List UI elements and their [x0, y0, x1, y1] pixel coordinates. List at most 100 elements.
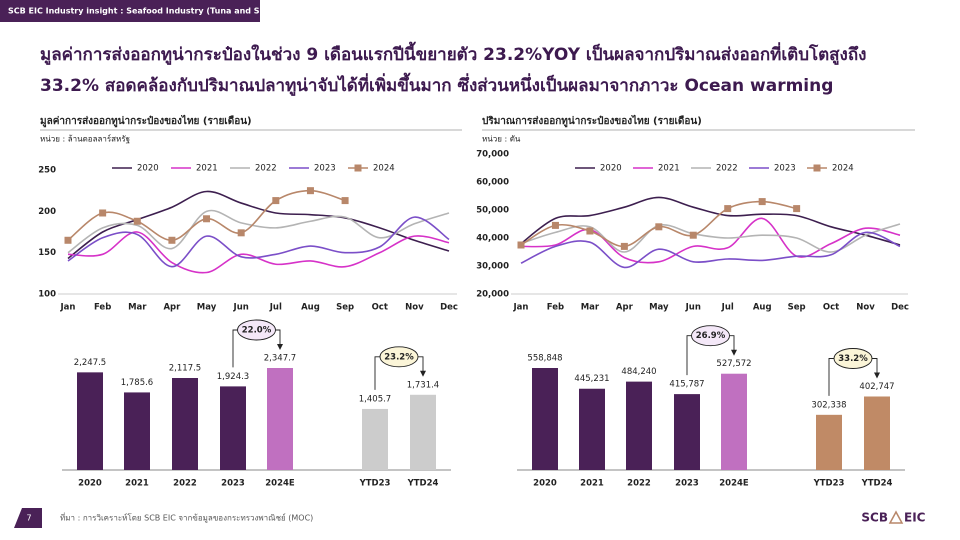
- y-tick-label: 200: [38, 207, 56, 217]
- x-tick-label: Dec: [440, 303, 458, 313]
- annotation-label: 33.2%: [838, 354, 868, 364]
- legend-label: 2021: [196, 164, 218, 174]
- value-label: 415,787: [669, 380, 704, 390]
- value-label: 445,231: [574, 374, 609, 384]
- value-label: 1,924.3: [217, 372, 249, 382]
- x-tick-label: 2022: [173, 479, 197, 489]
- x-tick-label: Mar: [581, 303, 600, 313]
- x-tick-label: 2024E: [719, 479, 749, 489]
- point-marker: [203, 215, 211, 223]
- x-tick-label: May: [197, 303, 217, 313]
- x-tick-label: 2024E: [265, 479, 295, 489]
- point-marker: [133, 217, 141, 225]
- chart-subtitle: หน่วย : ล้านดอลลาร์สหรัฐ: [40, 134, 130, 144]
- x-tick-label: May: [649, 303, 669, 313]
- legend-label: 2022: [255, 164, 277, 174]
- series-line: [67, 231, 450, 274]
- logo-mark: [888, 510, 904, 524]
- annotation-bubble: [833, 348, 873, 369]
- x-tick-label: 2023: [221, 479, 245, 489]
- header-tag: SCB EIC Industry insight : Seafood Indus…: [8, 7, 290, 16]
- x-tick-label: Mar: [128, 303, 147, 313]
- point-marker: [99, 209, 107, 217]
- y-tick-label: 70,000: [476, 150, 509, 160]
- series-line: [520, 196, 901, 246]
- value-label: 484,240: [621, 367, 656, 377]
- annotation-bubble: [379, 346, 419, 368]
- bar: [579, 388, 605, 470]
- x-tick-label: Aug: [753, 303, 772, 313]
- header-tag-bg: [0, 0, 260, 22]
- title-line: มูลค่าการส่งออกทูน่ากระป๋องในช่วง 9 เดือ…: [40, 41, 866, 66]
- logo: SCB: [861, 511, 888, 525]
- annotation-bubble: [691, 325, 730, 347]
- x-tick-label: Sep: [336, 303, 354, 313]
- series-line: [67, 190, 450, 260]
- x-tick-label: Jan: [60, 303, 76, 313]
- legend-label: 2023: [314, 164, 336, 174]
- bar: [864, 396, 890, 470]
- point-marker: [724, 205, 732, 213]
- y-tick-label: 150: [38, 248, 56, 258]
- value-label: 302,338: [811, 400, 846, 410]
- bar: [721, 373, 747, 470]
- point-marker: [689, 231, 697, 239]
- x-tick-label: Oct: [372, 303, 388, 313]
- point-marker: [272, 197, 280, 205]
- x-tick-label: Jan: [513, 303, 529, 313]
- annotation-label: 23.2%: [384, 352, 414, 362]
- point-marker: [586, 227, 594, 235]
- x-tick-label: Apr: [163, 303, 181, 313]
- annotation-arrow: [731, 349, 737, 356]
- y-tick-label: 50,000: [476, 206, 509, 216]
- x-tick-label: Jun: [233, 303, 249, 313]
- x-tick-label: Jun: [685, 303, 701, 313]
- chart-subtitle: หน่วย : ตัน: [482, 135, 521, 144]
- value-label: 558,848: [527, 354, 562, 364]
- legend-label: 2020: [600, 164, 622, 174]
- bar: [124, 392, 150, 470]
- value-label: 2,117.5: [169, 364, 201, 374]
- legend-marker: [354, 164, 362, 172]
- x-tick-label: Jul: [721, 303, 734, 313]
- point-marker: [793, 205, 801, 213]
- x-tick-label: Oct: [823, 303, 839, 313]
- x-tick-label: 2023: [675, 479, 699, 489]
- value-label: 402,747: [859, 382, 894, 392]
- x-tick-label: YTD24: [861, 479, 893, 489]
- legend-label: 2023: [774, 164, 796, 174]
- point-marker: [655, 223, 663, 231]
- value-label: 2,247.5: [74, 358, 106, 368]
- series-line: [520, 231, 901, 269]
- value-label: 1,405.7: [359, 394, 391, 404]
- x-tick-label: Jul: [269, 303, 282, 313]
- series-line: [520, 223, 901, 253]
- value-label: 1,731.4: [407, 380, 439, 390]
- value-label: 1,785.6: [121, 378, 153, 388]
- annotation-arrow: [874, 372, 880, 379]
- bar: [77, 372, 103, 470]
- value-label: 2,347.7: [264, 354, 296, 364]
- x-tick-label: Feb: [94, 303, 111, 313]
- y-tick-label: 30,000: [476, 262, 509, 272]
- x-tick-label: YTD24: [407, 479, 439, 489]
- annotation-label: 26.9%: [696, 331, 726, 341]
- bar: [220, 386, 246, 470]
- chart-title: ปริมาณการส่งออกทูน่ากระป๋องของไทย (รายเด…: [482, 114, 702, 128]
- x-tick-label: Apr: [616, 303, 634, 313]
- series-line: [67, 216, 450, 268]
- legend-label: 2022: [716, 164, 738, 174]
- x-tick-label: 2021: [580, 479, 604, 489]
- legend-label: 2024: [373, 164, 395, 174]
- y-tick-label: 40,000: [476, 234, 509, 244]
- x-tick-label: 2020: [533, 479, 557, 489]
- bar: [532, 368, 558, 470]
- x-tick-label: Sep: [788, 303, 806, 313]
- legend-label: 2024: [832, 164, 854, 174]
- y-tick-label: 60,000: [476, 178, 509, 188]
- point-marker: [620, 242, 628, 250]
- legend-label: 2020: [137, 164, 159, 174]
- chart-title: มูลค่าการส่งออกทูน่ากระป๋องของไทย (รายเด…: [40, 114, 252, 128]
- point-marker: [758, 198, 766, 206]
